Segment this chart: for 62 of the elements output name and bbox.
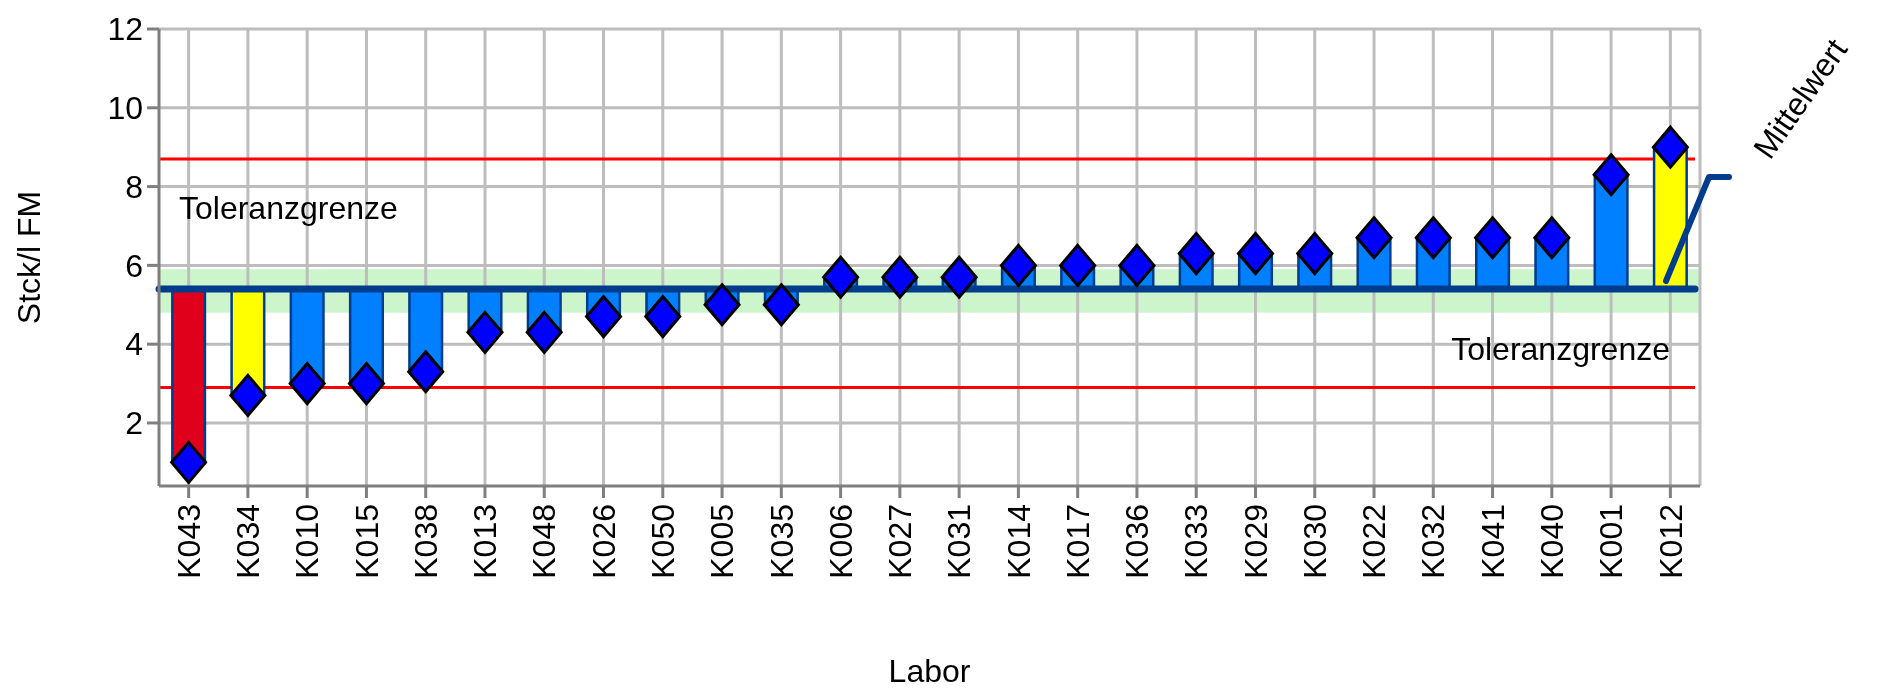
y-tick-label: 12: [107, 11, 143, 48]
y-tick-label: 2: [125, 405, 143, 442]
x-tick-label: K035: [763, 504, 800, 579]
x-tick-label: K013: [467, 504, 504, 579]
x-tick-label: K034: [230, 504, 267, 579]
x-tick-label: K029: [1237, 504, 1274, 579]
x-tick-label: K050: [644, 504, 681, 579]
point: [1651, 125, 1689, 169]
x-tick-label: K031: [941, 504, 978, 579]
y-tick-label: 10: [107, 89, 143, 126]
point: [1355, 216, 1393, 260]
x-tick-label: K012: [1652, 504, 1689, 579]
point: [1236, 232, 1274, 276]
point: [1533, 216, 1571, 260]
x-tick-label: K014: [1000, 504, 1037, 579]
point: [1296, 232, 1334, 276]
point: [822, 255, 860, 299]
ref-line-label: Toleranzgrenze: [1451, 330, 1670, 367]
x-tick-label: K001: [1593, 504, 1630, 579]
x-tick-label: K027: [882, 504, 919, 579]
point: [229, 373, 267, 417]
x-tick-label: K026: [585, 504, 622, 579]
point: [288, 362, 326, 406]
x-tick-label: K006: [822, 504, 859, 579]
x-tick-label: K040: [1534, 504, 1571, 579]
point: [644, 295, 682, 339]
point: [1059, 243, 1097, 287]
point: [999, 243, 1037, 287]
point: [407, 350, 445, 394]
point: [1118, 243, 1156, 287]
point: [347, 362, 385, 406]
point: [170, 440, 208, 484]
point: [525, 310, 563, 354]
x-axis-title: Labor: [888, 653, 971, 689]
point: [762, 283, 800, 327]
point: [1592, 153, 1630, 197]
point: [940, 255, 978, 299]
point: [1474, 216, 1512, 260]
y-tick-label: 6: [125, 247, 143, 284]
x-tick-label: K005: [704, 504, 741, 579]
x-tick-label: K030: [1296, 504, 1333, 579]
x-tick-label: K038: [407, 504, 444, 579]
y-tick-label: 4: [125, 326, 143, 363]
x-tick-label: K036: [1119, 504, 1156, 579]
ref-line-label: Toleranzgrenze: [179, 190, 398, 227]
point: [881, 255, 919, 299]
x-tick-label: K010: [289, 504, 326, 579]
x-tick-label: K022: [1356, 504, 1393, 579]
x-tick-label: K041: [1474, 504, 1511, 579]
x-tick-label: K043: [170, 504, 207, 579]
x-tick-label: K015: [348, 504, 385, 579]
x-tick-label: K048: [526, 504, 563, 579]
x-tick-label: K032: [1415, 504, 1452, 579]
point: [585, 295, 623, 339]
point: [466, 310, 504, 354]
point: [703, 283, 741, 327]
y-axis-title: Stck/l FM: [11, 190, 47, 325]
y-tick-label: 8: [125, 168, 143, 205]
point: [1414, 216, 1452, 260]
x-tick-label: K017: [1059, 504, 1096, 579]
point: [1177, 232, 1215, 276]
x-tick-label: K033: [1178, 504, 1215, 579]
